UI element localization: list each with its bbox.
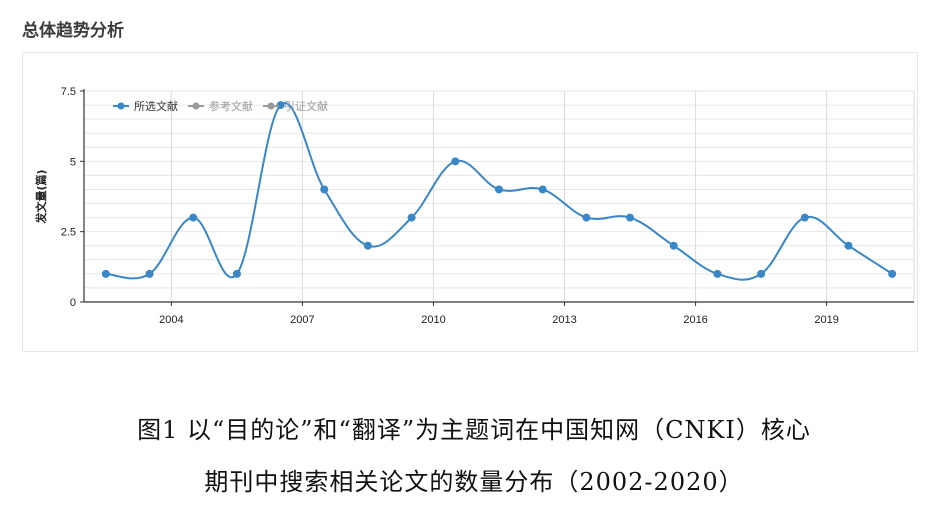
x-tick-label: 2010 <box>421 314 445 326</box>
figure-caption-line-1: 图1 以“目的论”和“翻译”为主题词在中国知网（CNKI）核心 <box>137 416 811 444</box>
x-tick-label: 2007 <box>290 314 314 326</box>
legend-item[interactable]: 所选文献 <box>113 99 178 113</box>
legend-label: 引证文献 <box>284 99 328 113</box>
data-point <box>189 213 198 222</box>
data-point <box>320 185 329 194</box>
data-point <box>669 241 678 250</box>
section-title: 总体趋势分析 <box>22 21 124 41</box>
x-tick-label: 2016 <box>683 314 707 326</box>
y-tick-label: 0 <box>70 297 76 309</box>
legend-item[interactable]: 参考文献 <box>188 99 253 113</box>
data-point <box>451 157 460 166</box>
legend-item[interactable]: 引证文献 <box>263 99 328 113</box>
data-point <box>363 241 372 250</box>
x-tick-label: 2013 <box>552 314 576 326</box>
data-point <box>232 269 241 278</box>
legend-marker-dot <box>117 102 125 110</box>
trend-chart: 0 2.5 5 7.5 2004 2007 2010 2013 2016 2019 发文量(篇) 所选… <box>34 86 915 326</box>
y-axis-title: 发文量(篇) <box>34 169 48 224</box>
data-point <box>582 213 591 222</box>
figure-caption-line-2: 期刊中搜索相关论文的数量分布（2002-2020） <box>204 468 744 496</box>
data-point <box>626 213 635 222</box>
data-point <box>407 213 416 222</box>
data-point <box>757 269 766 278</box>
data-point <box>888 269 897 278</box>
data-point <box>713 269 722 278</box>
series-line-selected <box>105 102 893 281</box>
data-point <box>800 213 809 222</box>
data-point <box>101 269 110 278</box>
y-tick-label: 5 <box>70 156 76 168</box>
legend-label: 参考文献 <box>209 99 253 113</box>
legend-label: 所选文献 <box>134 99 178 113</box>
data-point <box>538 185 547 194</box>
y-tick-label: 2.5 <box>61 227 76 239</box>
legend-marker-dot <box>192 102 200 110</box>
chart-panel: 0 2.5 5 7.5 2004 2007 2010 2013 2016 2019 发文量(篇) 所选… <box>22 52 918 352</box>
x-tick-label: 2004 <box>159 314 183 326</box>
data-point <box>145 269 154 278</box>
y-tick-label: 7.5 <box>61 86 76 98</box>
data-point <box>276 101 285 110</box>
data-point <box>844 241 853 250</box>
x-tick-label: 2019 <box>814 314 838 326</box>
legend-marker-dot <box>267 102 275 110</box>
data-point <box>495 185 503 194</box>
